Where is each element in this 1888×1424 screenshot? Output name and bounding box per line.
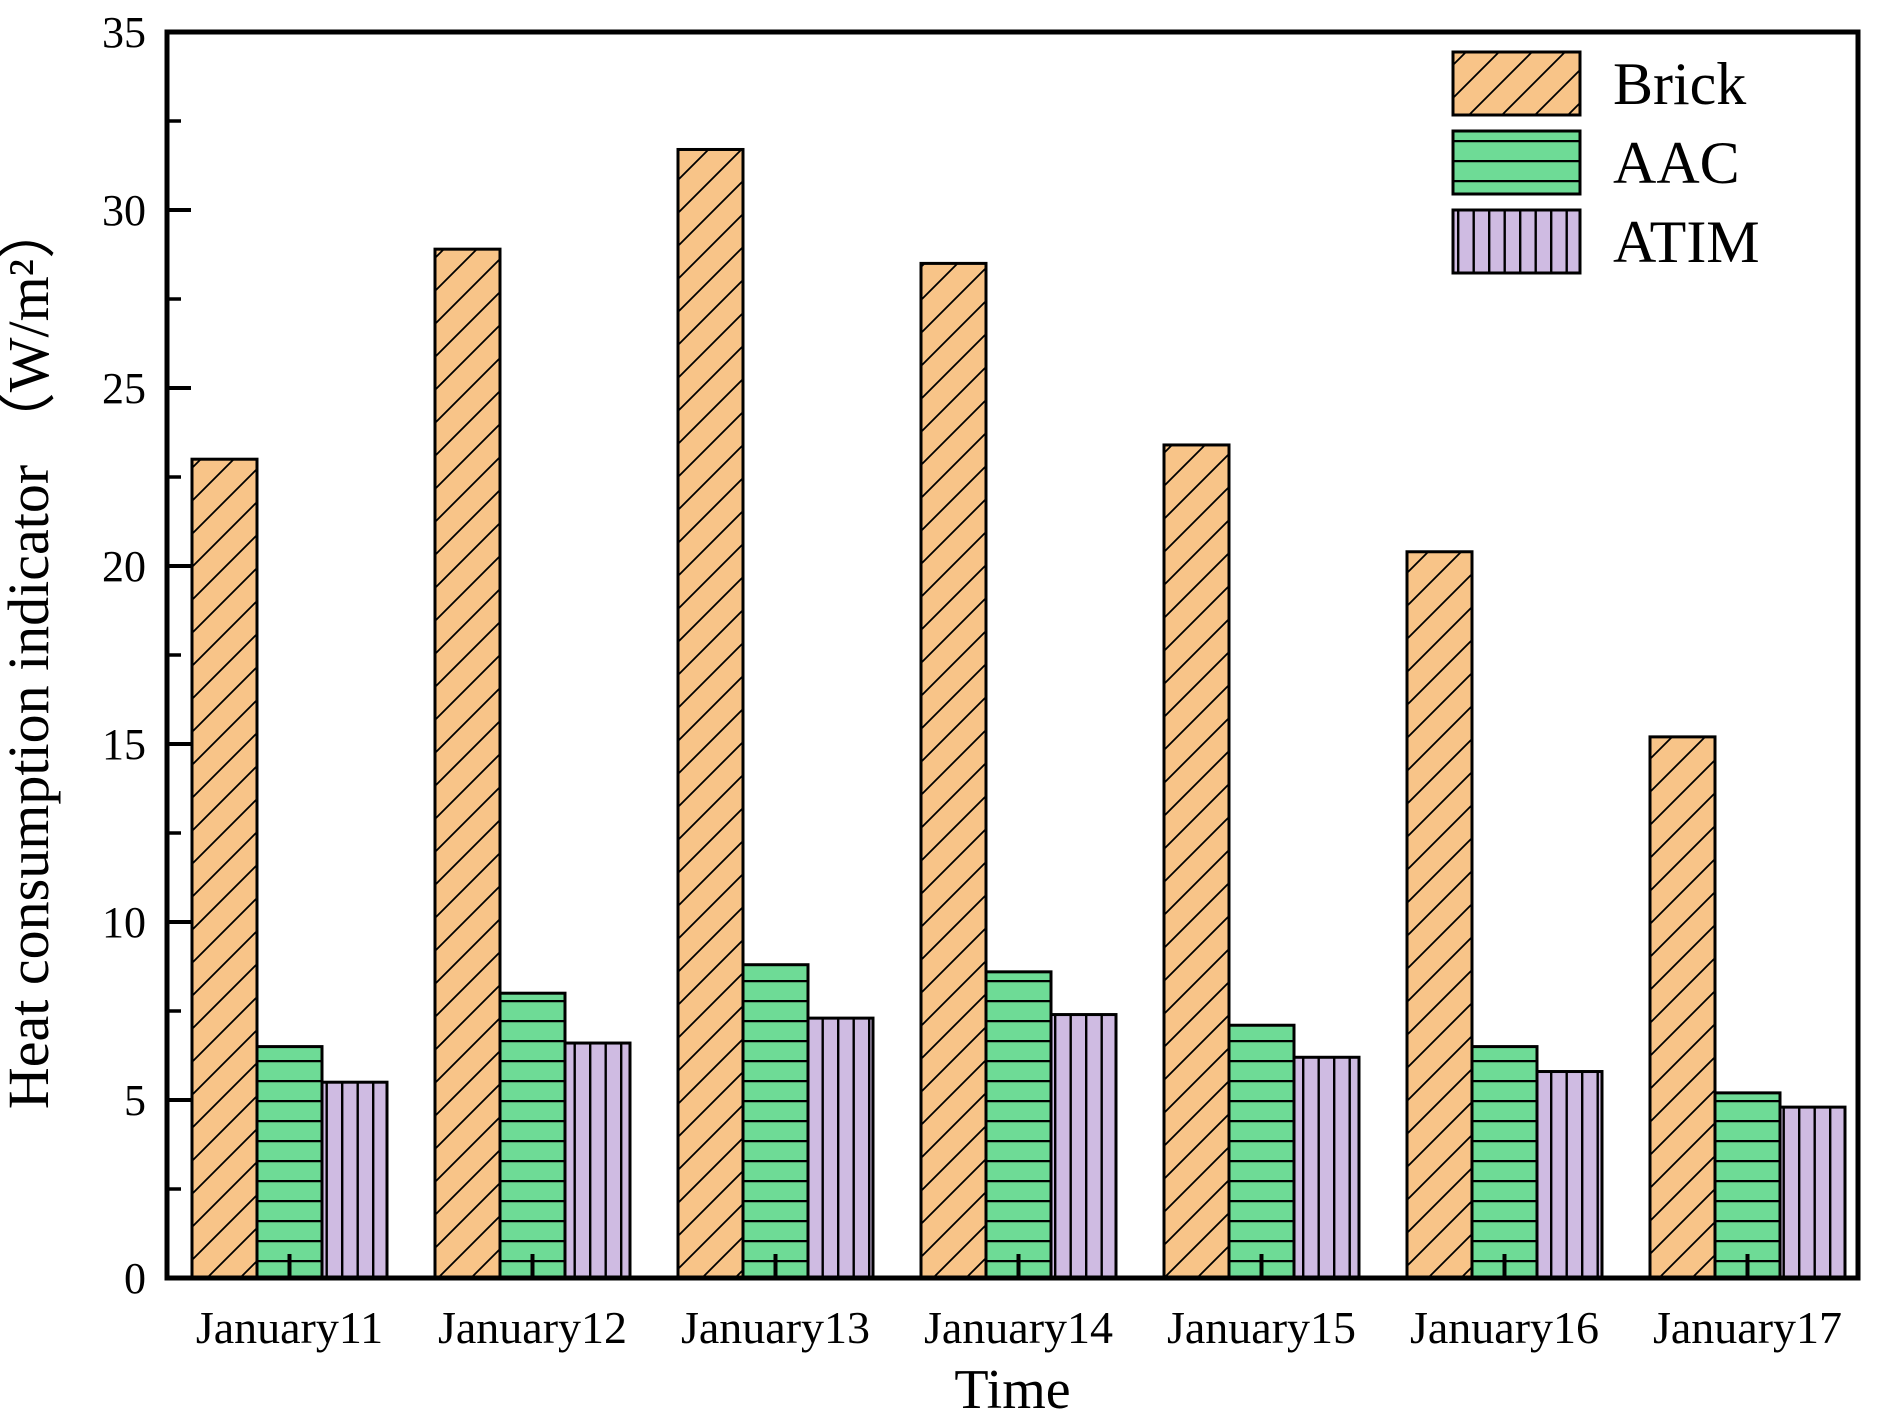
bar-aac-january14 bbox=[984, 970, 1053, 1280]
bar-aac-january11 bbox=[255, 1045, 324, 1280]
y-tick-label: 15 bbox=[102, 720, 146, 769]
legend-swatch-brick-icon bbox=[1451, 50, 1582, 117]
legend-swatch-atim-icon bbox=[1451, 208, 1582, 275]
bar-atim-january17 bbox=[1778, 1105, 1847, 1280]
legend-label-aac: AAC bbox=[1613, 130, 1740, 196]
bar-brick-january16 bbox=[1405, 550, 1474, 1280]
x-tick-label: January16 bbox=[1410, 1302, 1599, 1353]
legend: Brick AAC ATIM bbox=[1451, 50, 1760, 275]
y-tick-label: 10 bbox=[102, 898, 146, 947]
y-tick-label: 35 bbox=[102, 8, 146, 57]
bar-brick-january15 bbox=[1162, 443, 1231, 1280]
x-axis-title: Time bbox=[954, 1359, 1070, 1421]
bar-atim-january16 bbox=[1535, 1070, 1604, 1280]
x-tick-label: January13 bbox=[681, 1302, 870, 1353]
axes-group: 0 5 10 15 20 25 30 35 January11 January12 January1… bbox=[102, 8, 1861, 1353]
x-tick-label: January11 bbox=[196, 1302, 383, 1353]
x-tick-label: January12 bbox=[438, 1302, 627, 1353]
bar-aac-january15 bbox=[1227, 1023, 1296, 1280]
y-tick-label: 0 bbox=[124, 1254, 146, 1303]
bar-brick-january12 bbox=[433, 247, 502, 1280]
legend-swatch-aac-icon bbox=[1451, 129, 1582, 196]
bar-brick-january11 bbox=[190, 457, 259, 1280]
bar-atim-january11 bbox=[320, 1080, 389, 1280]
bar-atim-january12 bbox=[563, 1041, 632, 1280]
x-tick-label: January17 bbox=[1653, 1302, 1842, 1353]
bar-atim-january15 bbox=[1292, 1055, 1361, 1280]
bars-group bbox=[190, 147, 1847, 1280]
bar-brick-january14 bbox=[919, 261, 988, 1280]
bar-atim-january14 bbox=[1049, 1013, 1118, 1280]
legend-label-atim: ATIM bbox=[1613, 209, 1760, 275]
y-tick-label: 25 bbox=[102, 364, 146, 413]
x-tick-label: January15 bbox=[1167, 1302, 1356, 1353]
bar-atim-january13 bbox=[806, 1016, 875, 1280]
y-tick-label: 5 bbox=[124, 1076, 146, 1125]
bar-aac-january12 bbox=[498, 991, 567, 1280]
bar-aac-january16 bbox=[1470, 1045, 1539, 1280]
y-tick-label: 30 bbox=[102, 186, 146, 235]
bar-aac-january17 bbox=[1713, 1091, 1782, 1280]
bar-brick-january17 bbox=[1648, 735, 1717, 1280]
y-axis-title: Heat consumption indicator （W/m²） bbox=[0, 201, 61, 1109]
bar-brick-january13 bbox=[676, 147, 745, 1280]
y-tick-label: 20 bbox=[102, 542, 146, 591]
x-tick-label: January14 bbox=[924, 1302, 1113, 1353]
legend-label-brick: Brick bbox=[1613, 51, 1746, 117]
bar-aac-january13 bbox=[741, 963, 810, 1280]
